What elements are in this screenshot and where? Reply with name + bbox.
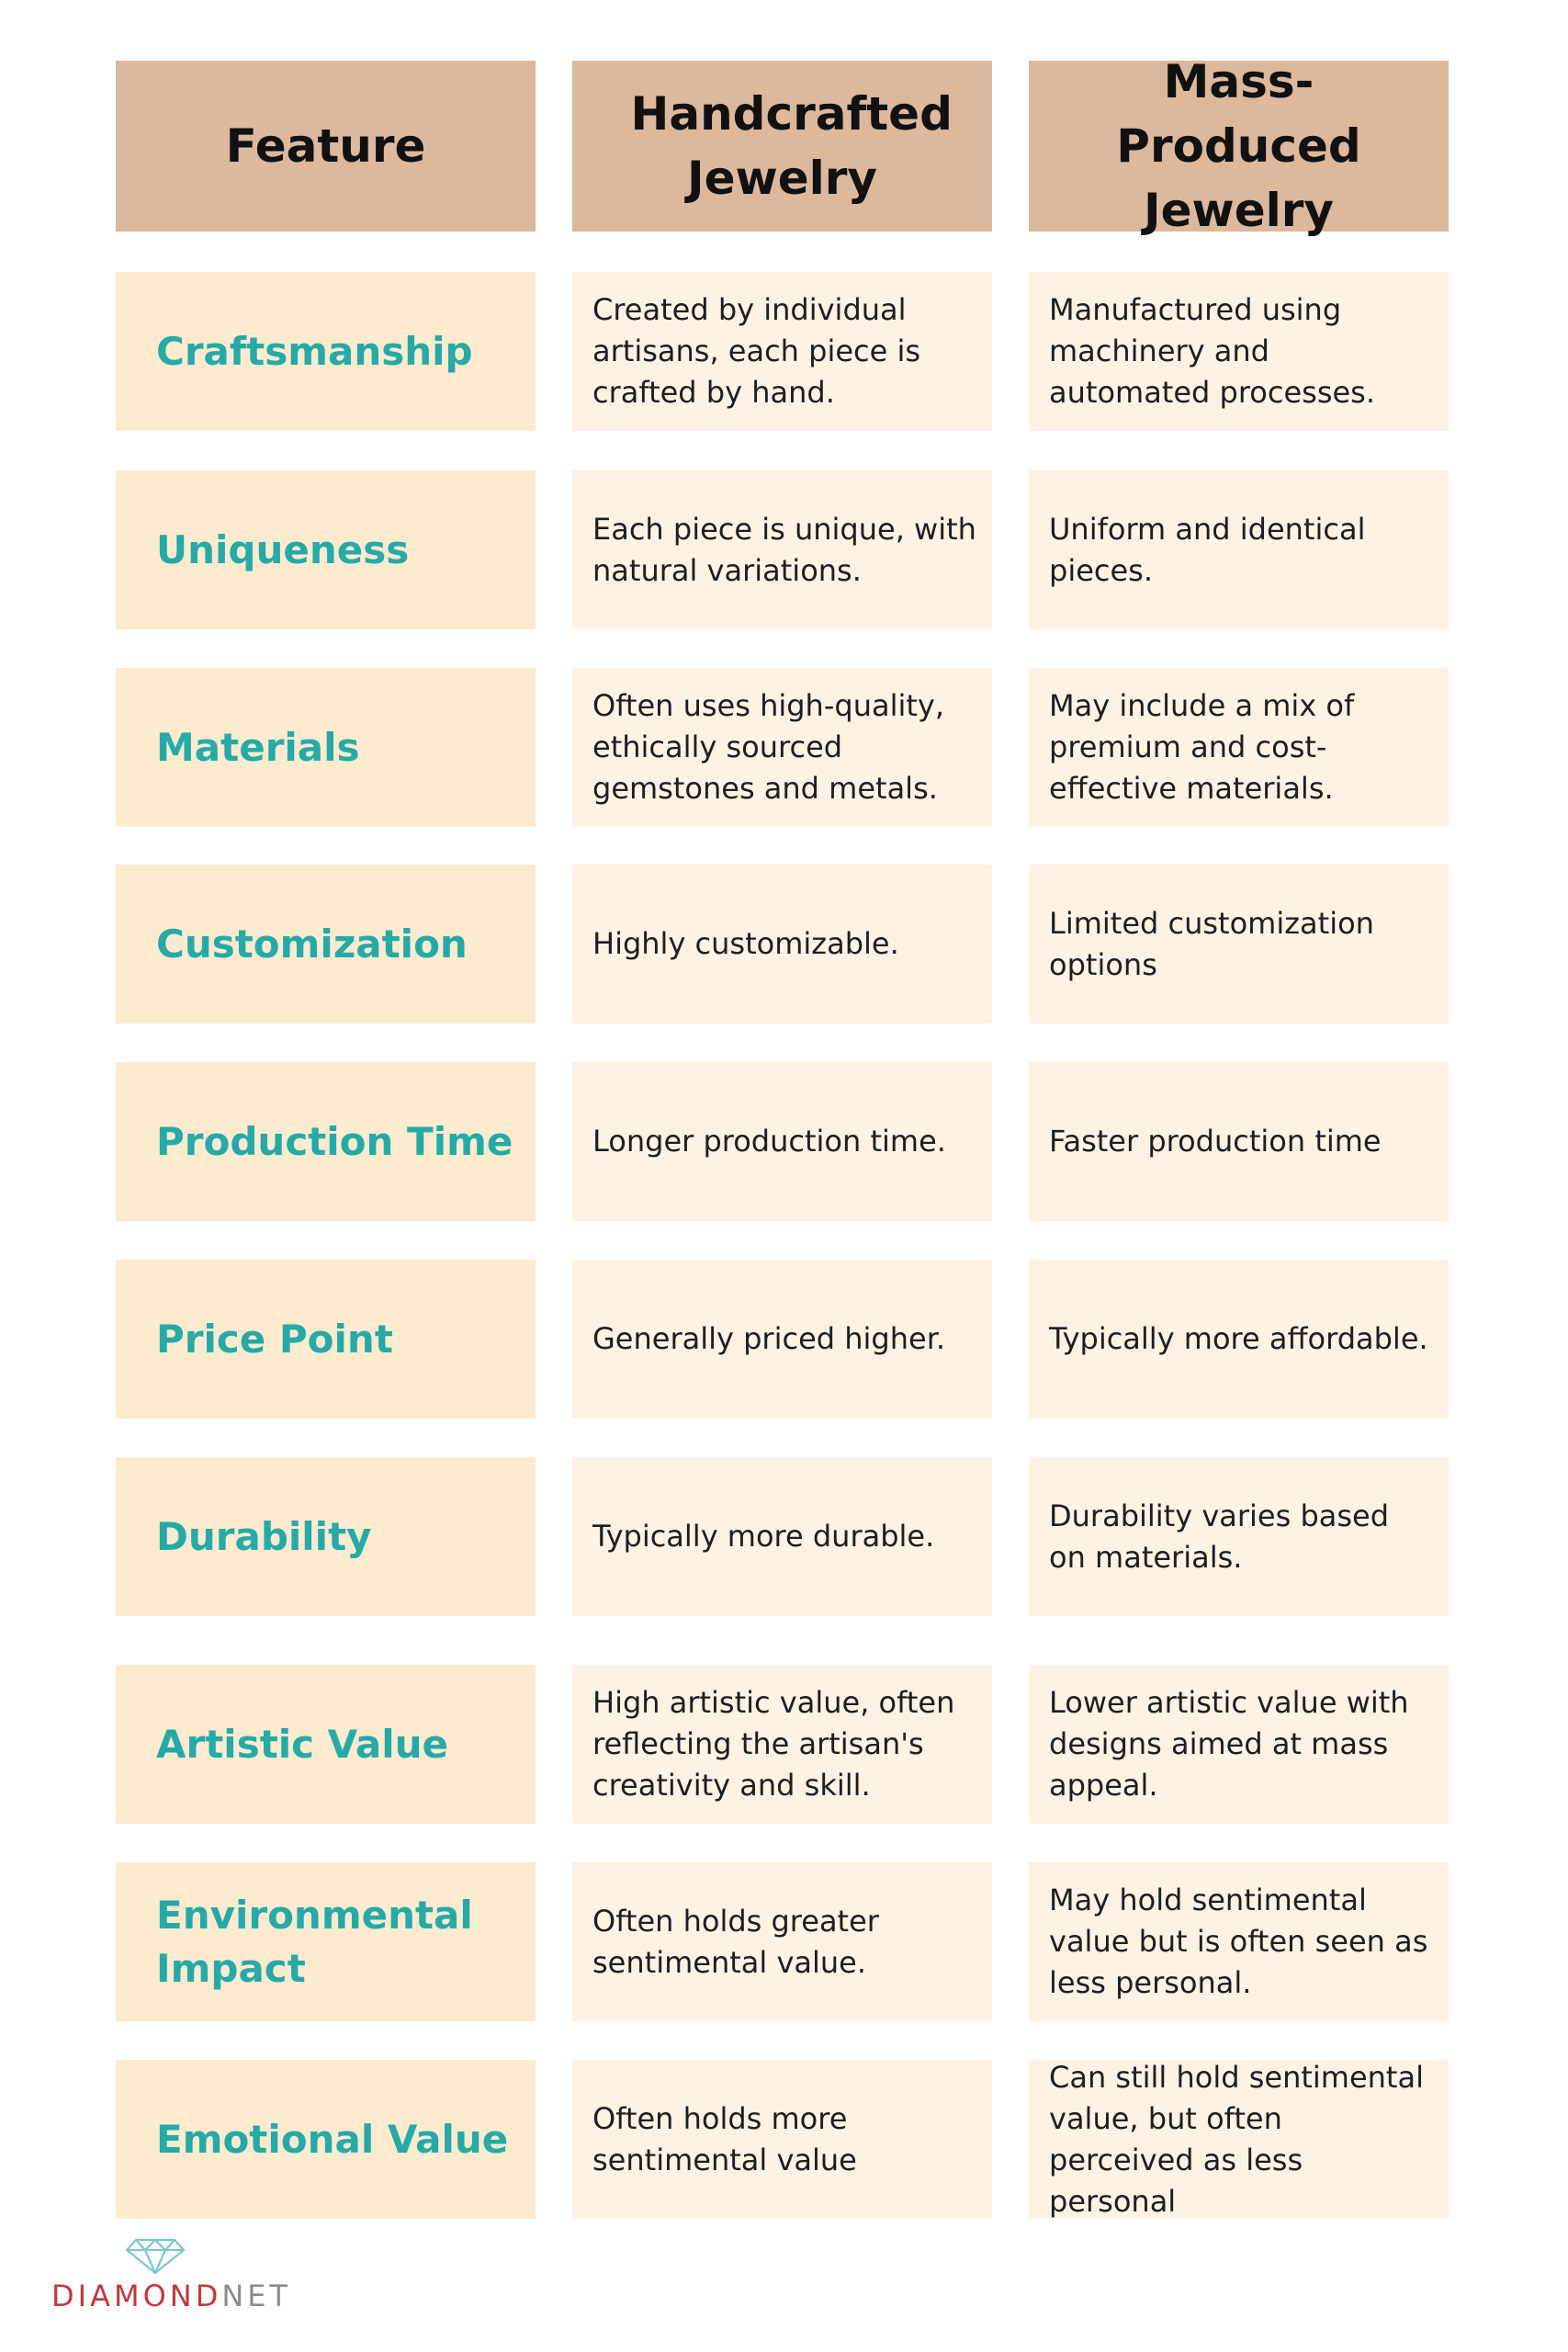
header-mass-produced: Mass-Produced Jewelry [1029,55,1449,237]
row-feature-text: Production Time [156,1118,513,1164]
row-handcrafted-cell: Often uses high-quality, ethically sourc… [572,668,992,827]
row-feature-text: Durability [156,1513,372,1559]
row-feature-text: Artistic Value [156,1721,449,1767]
row-handcrafted-text: Highly customizable. [592,926,899,961]
row-handcrafted-text: Each piece is unique, with natural varia… [592,511,976,588]
header-feature-label: Feature [225,119,426,173]
row-feature-cell: Emotional Value [116,2060,536,2219]
row-mass-produced-text: May include a mix of premium and cost-ef… [1049,688,1355,806]
row-handcrafted-text: Often uses high-quality, ethically sourc… [592,688,945,806]
row-mass-produced-text: Lower artistic value with designs aimed … [1049,1685,1409,1803]
diamond-icon [125,2238,186,2275]
row-feature-cell: Environmental Impact [116,1862,536,2021]
row-feature-text: Materials [156,724,360,770]
row-feature-cell: Artistic Value [116,1665,536,1824]
logo-text-secondary: NET [221,2278,292,2313]
row-mass-produced-text: Manufactured using machinery and automat… [1049,292,1376,410]
row-mass-produced-text: Faster production time [1049,1124,1382,1159]
row-handcrafted-cell: Created by individual artisans, each pie… [572,272,992,431]
row-handcrafted-text: Often holds greater sentimental value. [592,1903,879,1980]
header-mass-produced-label: Mass-Produced Jewelry [1116,55,1361,237]
row-handcrafted-cell: Generally priced higher. [572,1260,992,1419]
row-feature-text: Uniqueness [156,526,410,572]
row-mass-produced-cell: Typically more affordable. [1029,1260,1449,1419]
row-mass-produced-cell: Manufactured using machinery and automat… [1029,272,1449,431]
row-handcrafted-text: Longer production time. [592,1124,946,1159]
row-handcrafted-text: Created by individual artisans, each pie… [592,292,921,410]
logo-text-primary: DIAMOND [51,2278,222,2313]
row-feature-text: Environmental Impact [156,1892,473,1991]
row-mass-produced-text: Durability varies based on materials. [1049,1498,1390,1575]
row-handcrafted-cell: Often holds greater sentimental value. [572,1862,992,2021]
row-mass-produced-cell: Durability varies based on materials. [1029,1457,1449,1616]
row-feature-cell: Price Point [116,1260,536,1419]
row-mass-produced-cell: Uniform and identical pieces. [1029,470,1449,629]
row-feature-cell: Uniqueness [116,470,536,629]
row-handcrafted-cell: Highly customizable. [572,865,992,1023]
row-mass-produced-text: May hold sentimental value but is often … [1049,1883,1428,2000]
row-feature-cell: Production Time [116,1062,536,1221]
row-handcrafted-cell: Longer production time. [572,1062,992,1221]
row-feature-text: Price Point [156,1316,393,1362]
row-feature-text: Customization [156,921,468,967]
row-mass-produced-text: Uniform and identical pieces. [1049,511,1366,588]
header-feature: Feature [116,61,536,232]
row-mass-produced-cell: May include a mix of premium and cost-ef… [1029,668,1449,827]
row-mass-produced-cell: Limited customization options [1029,865,1449,1023]
row-handcrafted-text: Generally priced higher. [592,1321,946,1356]
row-handcrafted-text: High artistic value, often reflecting th… [592,1685,955,1803]
row-mass-produced-cell: Can still hold sentimental value, but of… [1029,2060,1449,2219]
row-feature-cell: Craftsmanship [116,272,536,431]
row-mass-produced-cell: Lower artistic value with designs aimed … [1029,1665,1449,1824]
row-feature-text: Craftsmanship [156,328,473,374]
row-handcrafted-text: Typically more durable. [592,1519,935,1554]
row-mass-produced-cell: Faster production time [1029,1062,1449,1221]
diamondnet-logo: DIAMONDNET [51,2238,318,2313]
row-handcrafted-cell: Typically more durable. [572,1457,992,1616]
row-feature-text: Emotional Value [156,2116,509,2162]
row-handcrafted-cell: Each piece is unique, with natural varia… [572,470,992,629]
row-mass-produced-cell: May hold sentimental value but is often … [1029,1862,1449,2021]
header-handcrafted: Handcrafted Jewelry [572,61,992,232]
row-feature-cell: Durability [116,1457,536,1616]
row-feature-cell: Customization [116,865,536,1023]
row-feature-cell: Materials [116,668,536,827]
row-handcrafted-cell: High artistic value, often reflecting th… [572,1665,992,1824]
row-handcrafted-cell: Often holds more sentimental value [572,2060,992,2219]
header-handcrafted-label: Handcrafted Jewelry [630,87,953,205]
row-handcrafted-text: Often holds more sentimental value [592,2100,857,2177]
row-mass-produced-text: Can still hold sentimental value, but of… [1049,2059,1424,2219]
logo-wordmark: DIAMONDNET [51,2278,291,2313]
row-mass-produced-text: Typically more affordable. [1049,1321,1428,1356]
row-mass-produced-text: Limited customization options [1049,905,1374,982]
